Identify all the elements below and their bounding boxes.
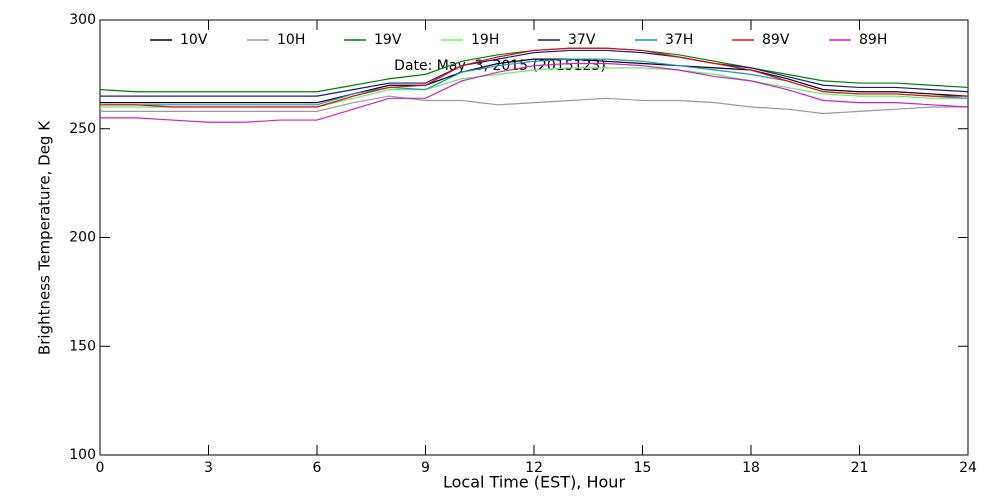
y-axis-label: Brightness Temperature, Deg K [36, 120, 54, 355]
plot-frame [99, 19, 969, 456]
series-line [100, 47, 968, 108]
legend-label: 89H [859, 32, 887, 48]
y-tick-label: 250 [69, 121, 96, 137]
x-tick-label: 18 [742, 460, 760, 476]
x-tick-label: 6 [313, 460, 322, 476]
x-tick-label: 0 [96, 460, 105, 476]
legend-label: 37H [665, 32, 693, 48]
y-tick-label: 200 [69, 230, 96, 246]
y-tick-label: 300 [69, 12, 96, 28]
legend-label: 37V [568, 32, 596, 48]
legend-label: 89V [762, 32, 790, 48]
legend-label: 10V [180, 32, 208, 48]
x-tick-label: 9 [421, 460, 430, 476]
x-tick-label: 3 [204, 460, 213, 476]
x-axis-label: Local Time (EST), Hour [443, 473, 625, 492]
legend-label: 19V [374, 32, 402, 48]
x-tick-label: 15 [634, 460, 652, 476]
legend-label: 19H [471, 32, 499, 48]
series-line [100, 62, 969, 123]
x-tick-label: 21 [851, 460, 869, 476]
series-line [100, 58, 969, 104]
y-tick-label: 150 [69, 338, 96, 354]
x-tick-label: 24 [959, 460, 977, 476]
x-tick-label: 12 [525, 460, 543, 476]
series-line [100, 95, 968, 115]
legend-label: 10H [277, 32, 305, 48]
series-line [100, 49, 969, 97]
y-tick-label: 100 [69, 447, 96, 463]
